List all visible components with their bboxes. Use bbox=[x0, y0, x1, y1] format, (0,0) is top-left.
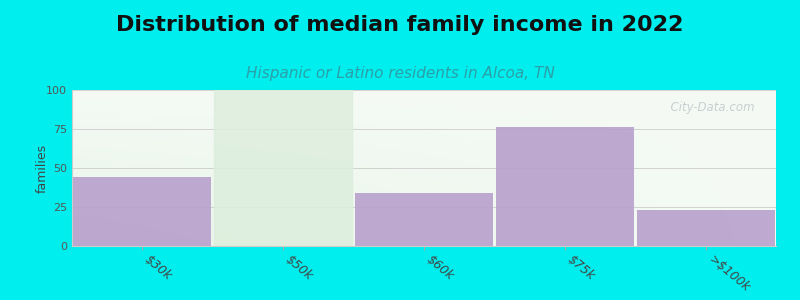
Bar bbox=[496, 128, 634, 246]
Text: City-Data.com: City-Data.com bbox=[663, 101, 755, 114]
Bar bbox=[355, 193, 493, 246]
Y-axis label: families: families bbox=[35, 143, 49, 193]
Bar bbox=[214, 90, 352, 246]
Text: Distribution of median family income in 2022: Distribution of median family income in … bbox=[116, 15, 684, 35]
Text: Hispanic or Latino residents in Alcoa, TN: Hispanic or Latino residents in Alcoa, T… bbox=[246, 66, 554, 81]
Bar bbox=[74, 177, 211, 246]
Bar bbox=[637, 210, 774, 246]
